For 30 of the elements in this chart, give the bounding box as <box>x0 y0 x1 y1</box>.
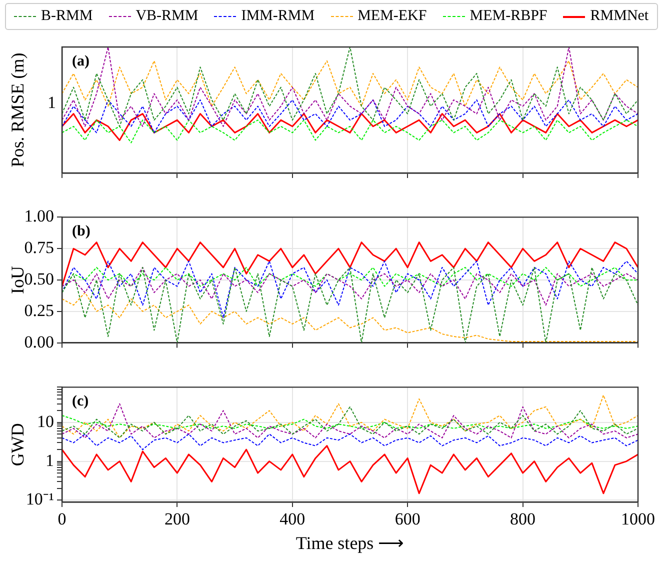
y-tick-label: 1.00 <box>24 206 54 226</box>
legend-label: B-RMM <box>41 8 93 25</box>
x-axis-title: Time steps ⟶ <box>296 532 404 553</box>
line-series <box>62 434 638 450</box>
legend-label: MEM-EKF <box>358 8 427 25</box>
legend-label: IMM-RMM <box>241 8 315 25</box>
x-tick-label: 0 <box>58 510 66 529</box>
line-series <box>62 260 638 318</box>
legend-label: RMMNet <box>590 8 649 25</box>
line-series <box>62 266 638 306</box>
x-tick-label: 1000 <box>621 510 655 529</box>
annotation: (a) <box>72 53 90 70</box>
line-series <box>62 394 638 438</box>
y-tick-label: 1 <box>46 450 54 470</box>
x-tick-label: 800 <box>510 510 536 529</box>
y-tick-label: 0.25 <box>24 300 54 320</box>
y-tick-label: 10 <box>37 412 54 431</box>
annotation: (c) <box>72 394 89 410</box>
y-tick-label: 0.00 <box>24 332 54 352</box>
y-tick-label: 0.75 <box>24 238 54 258</box>
annotation: (b) <box>72 224 90 240</box>
x-tick-label: 200 <box>164 510 190 529</box>
y-tick-label: 10⁻¹ <box>26 490 54 509</box>
x-tick-label: 600 <box>394 510 420 529</box>
x-tick-label: 400 <box>280 510 306 529</box>
y-axis-title: GWD <box>8 423 28 466</box>
y-axis-title: Pos. RMSE (m) <box>8 52 28 168</box>
line-series <box>62 415 638 429</box>
legend-label: VB-RMM <box>136 8 198 25</box>
legend-label: MEM-RBPF <box>470 8 548 25</box>
